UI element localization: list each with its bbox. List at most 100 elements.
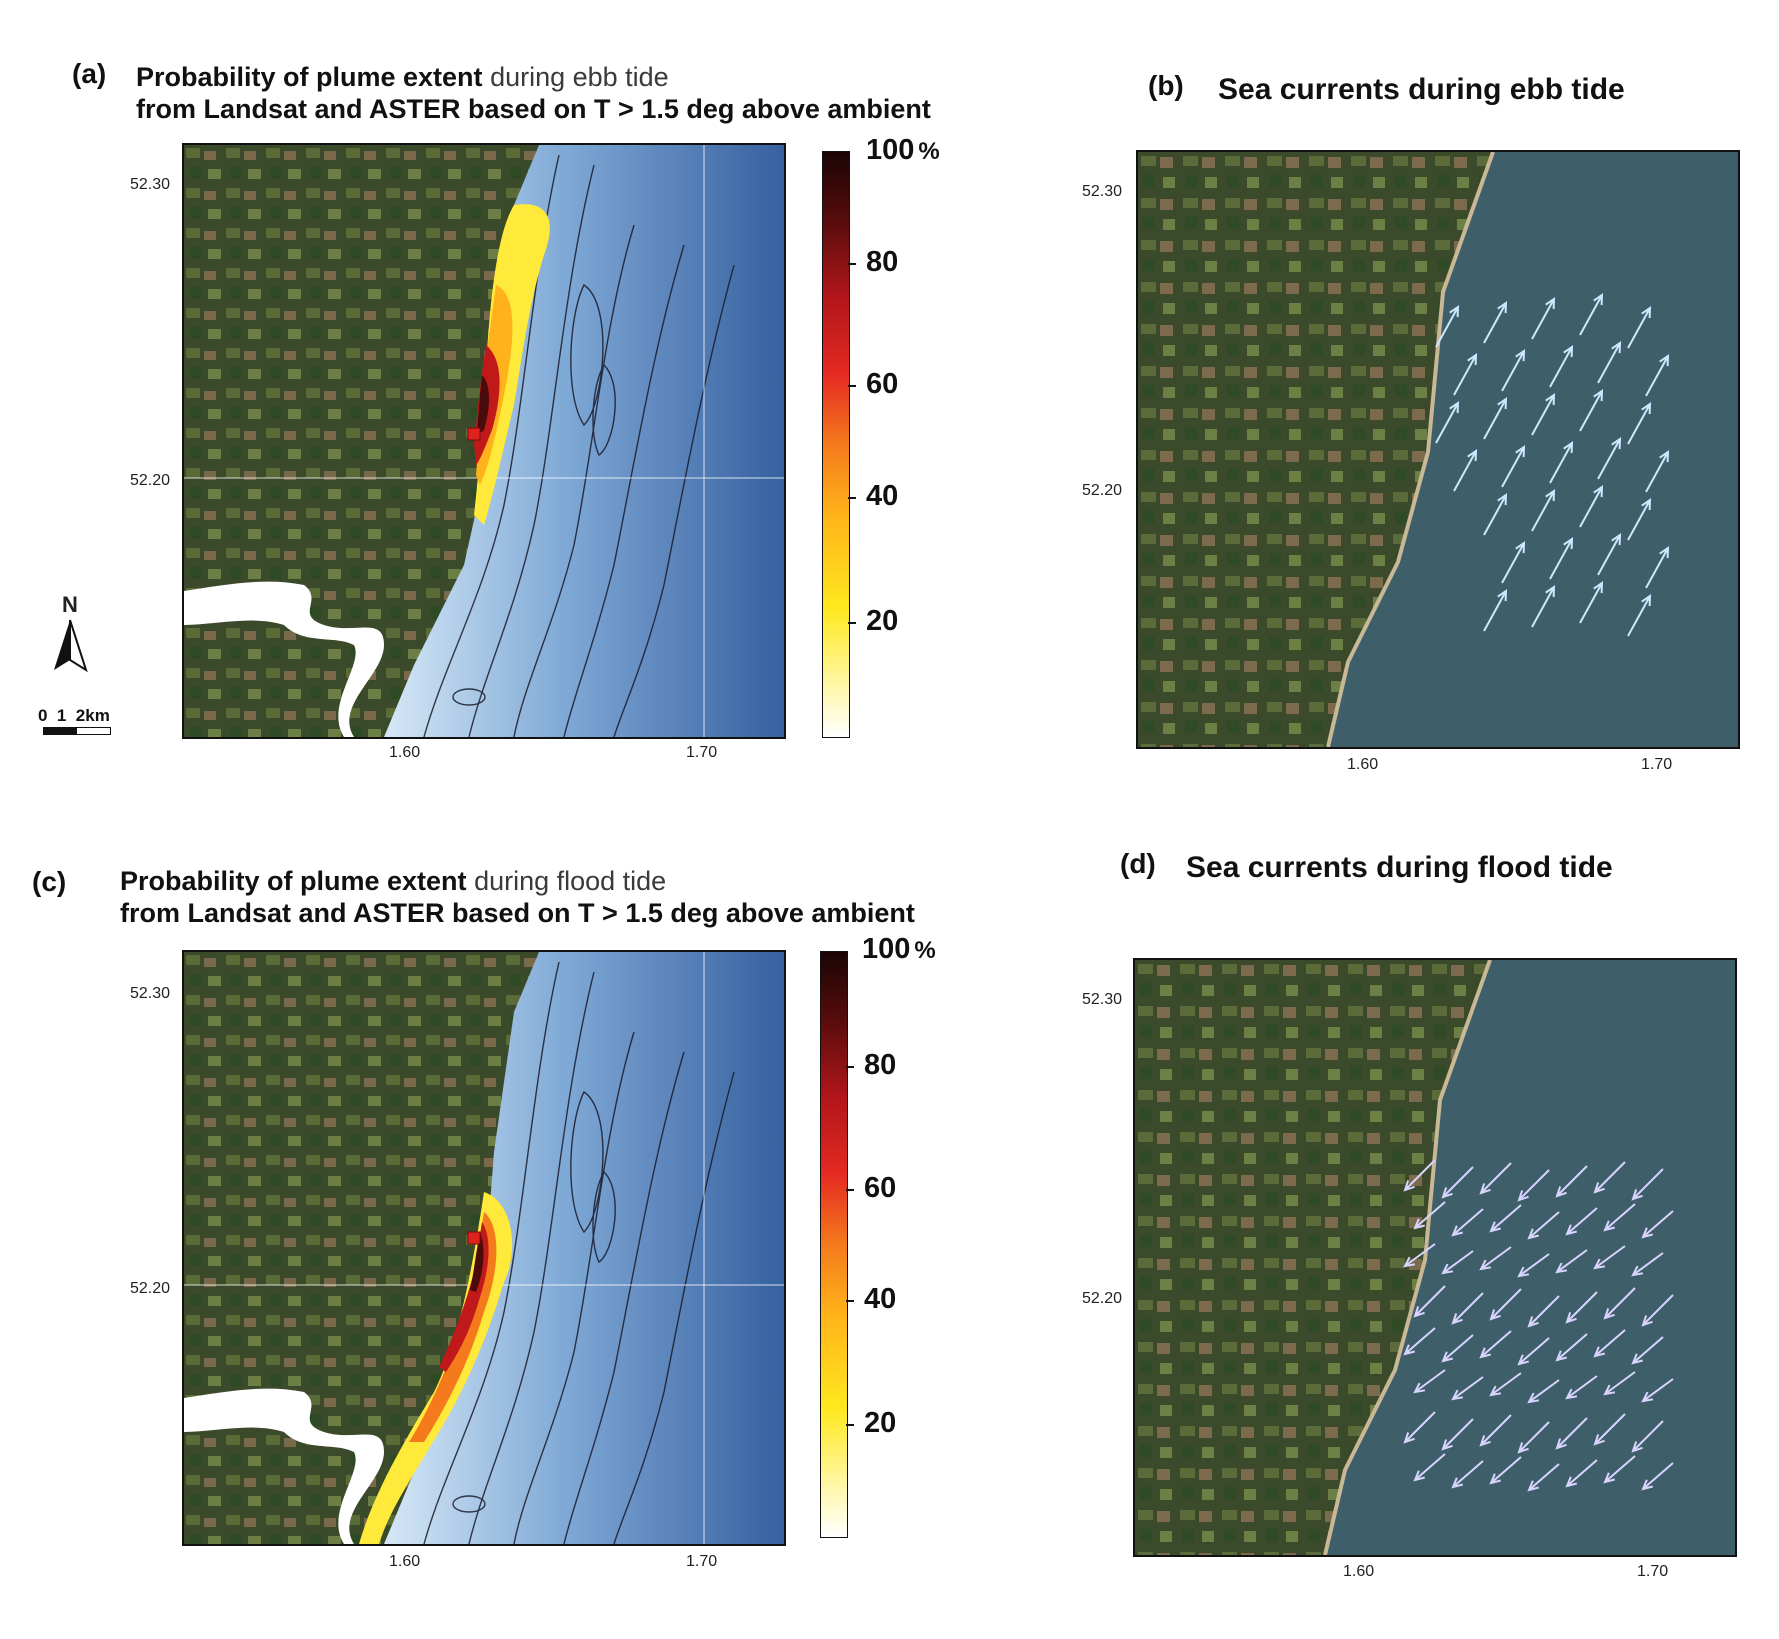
panel-d-label: (d) — [1120, 848, 1156, 879]
current-arrow-ebb-1 — [1531, 585, 1556, 628]
panel-b-currents-map — [1136, 150, 1740, 749]
panel-a-lon-label-2: 1.70 — [686, 744, 718, 761]
panel-a-colorbar-tick-80: 80 — [866, 246, 899, 278]
current-arrow-flood-49 — [1413, 1453, 1446, 1482]
current-arrow-flood-3 — [1517, 1169, 1550, 1202]
panel-a-colorbar — [822, 151, 850, 738]
current-arrow-ebb-0 — [1483, 589, 1508, 632]
current-arrow-ebb-11 — [1627, 498, 1652, 541]
current-arrow-ebb-9 — [1531, 489, 1556, 532]
current-arrow-flood-12 — [1603, 1203, 1636, 1232]
current-arrow-flood-30 — [1479, 1330, 1512, 1359]
panel-c-lon-label-1: 1.60 — [389, 1553, 421, 1570]
panel-d-lat-label-2: 52.20 — [1082, 1290, 1123, 1307]
current-arrow-ebb-14 — [1549, 441, 1574, 484]
current-arrow-ebb-16 — [1645, 450, 1670, 493]
panel-c-title-tide: during flood tide — [474, 866, 667, 896]
current-arrow-flood-10 — [1527, 1211, 1560, 1240]
current-arrow-flood-18 — [1555, 1249, 1588, 1274]
current-arrow-ebb-15 — [1597, 437, 1622, 480]
north-arrow-letter: N — [62, 592, 78, 617]
current-arrow-ebb-8 — [1483, 493, 1508, 536]
panel-a-colorbar-tick-20: 20 — [866, 605, 899, 637]
current-arrow-flood-45 — [1517, 1421, 1550, 1454]
current-arrow-flood-50 — [1451, 1460, 1484, 1489]
current-arrow-flood-54 — [1603, 1455, 1636, 1484]
current-arrow-ebb-31 — [1627, 306, 1652, 349]
panel-c-title-line2: from Landsat and ASTER based on T > 1.5 … — [120, 897, 915, 928]
panel-a-title-tide: during ebb tide — [490, 62, 669, 92]
current-arrow-flood-2 — [1479, 1162, 1512, 1195]
panel-a-plume-map — [182, 143, 786, 739]
current-arrow-flood-14 — [1403, 1243, 1436, 1268]
panel-b-lon-label-1: 1.60 — [1347, 756, 1379, 773]
north-arrow: N — [50, 592, 100, 682]
current-arrow-ebb-7 — [1645, 546, 1670, 589]
panel-a-colorbar-max: 100% — [866, 134, 940, 166]
current-arrow-ebb-29 — [1531, 297, 1556, 340]
current-arrow-flood-39 — [1565, 1375, 1598, 1400]
current-arrow-flood-25 — [1565, 1291, 1598, 1324]
current-arrow-flood-40 — [1603, 1371, 1636, 1396]
panel-d-current-arrows — [1403, 1159, 1674, 1492]
panel-c-colorbar-max: 100% — [862, 933, 936, 965]
panel-a-title-line2: from Landsat and ASTER based on T > 1.5 … — [136, 93, 931, 124]
panel-b-title: Sea currents during ebb tide — [1218, 73, 1625, 106]
panel-b-current-arrows — [1435, 293, 1670, 637]
current-arrow-flood-31 — [1517, 1337, 1550, 1366]
current-arrow-ebb-10 — [1579, 485, 1604, 528]
panel-c-lat-label-2: 52.20 — [130, 1280, 171, 1297]
current-arrow-flood-55 — [1641, 1462, 1674, 1491]
current-arrow-flood-6 — [1631, 1168, 1664, 1201]
current-arrow-ebb-6 — [1597, 533, 1622, 576]
panel-a-label: (a) — [72, 58, 107, 89]
panel-d-lat-label-1: 52.30 — [1082, 991, 1123, 1008]
current-arrow-flood-46 — [1555, 1417, 1588, 1450]
current-arrow-ebb-18 — [1483, 397, 1508, 440]
current-arrow-flood-11 — [1565, 1207, 1598, 1236]
panel-c-lat-label-1: 52.30 — [130, 985, 171, 1002]
scale-bar — [43, 727, 111, 735]
panel-d-currents-map — [1133, 958, 1737, 1557]
current-arrow-ebb-20 — [1579, 389, 1604, 432]
current-arrow-flood-44 — [1479, 1414, 1512, 1447]
current-arrow-flood-15 — [1441, 1250, 1474, 1275]
current-arrow-flood-5 — [1593, 1161, 1626, 1194]
panel-c-colorbar-tick-60: 60 — [864, 1172, 897, 1204]
current-arrow-ebb-23 — [1501, 349, 1526, 392]
panel-c-plume-map — [182, 950, 786, 1546]
current-arrow-ebb-30 — [1579, 293, 1604, 336]
current-arrow-flood-37 — [1489, 1372, 1522, 1397]
panel-d-title: Sea currents during flood tide — [1186, 851, 1613, 884]
panel-a-colorbar-tick-40: 40 — [866, 480, 899, 512]
current-arrow-flood-27 — [1641, 1294, 1674, 1327]
current-arrow-flood-13 — [1641, 1210, 1674, 1239]
scale-bar-label: 0 1 2km — [38, 706, 110, 725]
current-arrow-flood-35 — [1413, 1369, 1446, 1394]
current-arrow-flood-53 — [1565, 1459, 1598, 1488]
panel-c-colorbar-tick-20: 20 — [864, 1407, 897, 1439]
current-arrow-flood-41 — [1641, 1378, 1674, 1403]
panel-d-lon-label-2: 1.70 — [1637, 1563, 1669, 1580]
current-arrow-flood-43 — [1441, 1418, 1474, 1451]
current-arrow-ebb-5 — [1549, 537, 1574, 580]
panel-b-lon-label-2: 1.70 — [1641, 756, 1673, 773]
panel-c-colorbar-tick-40: 40 — [864, 1283, 897, 1315]
current-arrow-flood-21 — [1413, 1285, 1446, 1318]
panel-c-title: Probability of plume extent during flood… — [120, 866, 915, 930]
current-arrow-flood-9 — [1489, 1204, 1522, 1233]
current-arrow-flood-48 — [1631, 1420, 1664, 1453]
current-arrow-flood-23 — [1489, 1288, 1522, 1321]
current-arrow-flood-29 — [1441, 1334, 1474, 1363]
current-arrow-flood-22 — [1451, 1292, 1484, 1325]
current-arrow-flood-17 — [1517, 1253, 1550, 1278]
current-arrow-flood-24 — [1527, 1295, 1560, 1328]
panel-a-colorbar-tick-60: 60 — [866, 368, 899, 400]
current-arrow-flood-1 — [1441, 1166, 1474, 1199]
panel-b-lat-label-1: 52.30 — [1082, 183, 1123, 200]
current-arrow-ebb-13 — [1501, 445, 1526, 488]
current-arrow-ebb-25 — [1597, 341, 1622, 384]
panel-b-lat-label-2: 52.20 — [1082, 482, 1123, 499]
current-arrow-flood-47 — [1593, 1413, 1626, 1446]
current-arrow-ebb-27 — [1435, 305, 1460, 348]
